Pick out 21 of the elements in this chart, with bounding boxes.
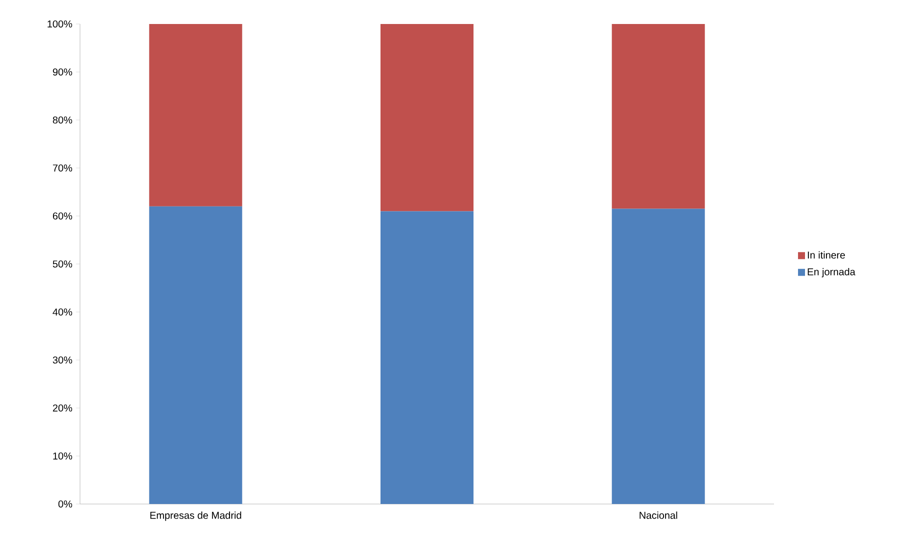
y-tick-label: 50%	[52, 260, 72, 268]
y-tick-label: 60%	[52, 212, 72, 220]
x-tick-label: Empresas de Madrid	[150, 512, 242, 521]
y-tick-label: 30%	[52, 356, 72, 364]
y-tick-label: 90%	[52, 68, 72, 76]
bar	[380, 24, 474, 212]
bar	[612, 208, 705, 504]
legend-label: En jornada	[808, 268, 856, 278]
y-tick-label: 80%	[52, 116, 72, 124]
y-tick-label: 20%	[52, 404, 72, 412]
bar	[612, 24, 705, 209]
legend-label: In itinere	[808, 251, 845, 259]
y-tick-label: 0%	[58, 500, 72, 508]
y-tick-label: 70%	[52, 164, 72, 172]
bar	[149, 24, 242, 206]
x-tick-label: Nacional	[640, 512, 678, 519]
y-tick-label: 100%	[48, 20, 72, 28]
bar	[380, 211, 474, 504]
bar	[149, 206, 242, 504]
y-tick-label: 10%	[53, 452, 72, 460]
y-tick-label: 40%	[52, 308, 72, 316]
